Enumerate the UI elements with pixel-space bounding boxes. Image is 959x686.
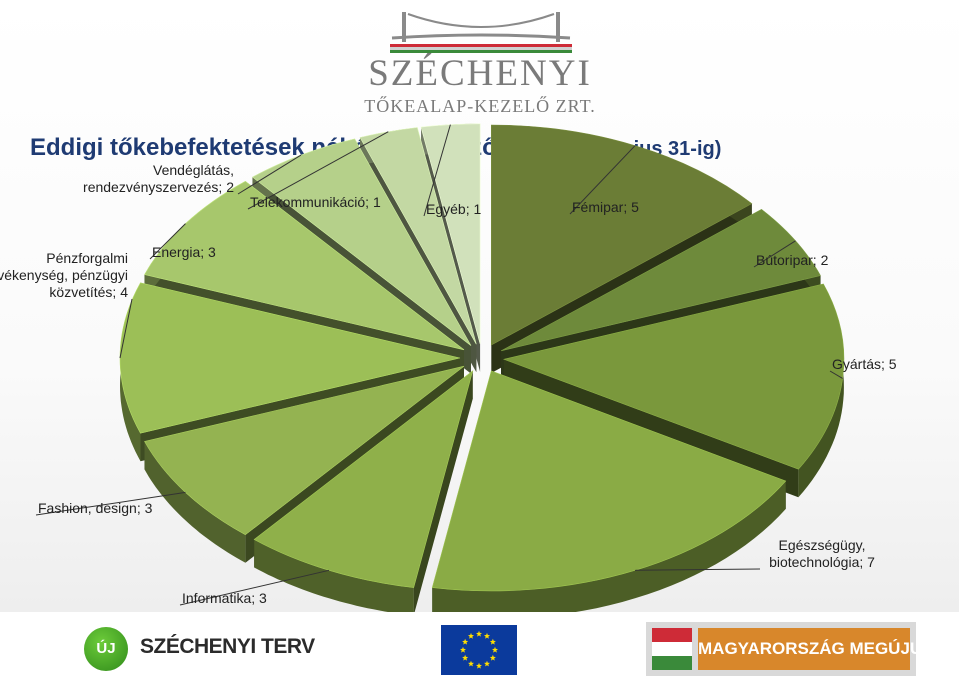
uj-badge: ÚJ [84,627,128,671]
leader-line [149,223,186,260]
pie-data-label: Egyéb; 1 [426,201,481,217]
eu-star-icon [492,646,498,653]
flag-stripe-red [652,628,692,642]
eu-star-icon [462,638,469,645]
pie-data-label: Pénzforgalmitevékenység, pénzügyiközvetí… [0,250,128,300]
pie-leader-lines [35,124,843,606]
hungarian-flag-icon [652,628,692,670]
pie-slice [253,370,474,612]
flag-stripe-white [652,642,692,656]
eu-stars [460,630,498,669]
footer-logos: ÚJ SZÉCHENYI TERV MAGYARORSZÁG MEGÚJUL [0,612,959,686]
pie-data-label: Bútoripar; 2 [756,252,829,268]
pie-slice-edge [413,370,473,612]
pie-slice-side [432,481,786,612]
pie-data-label: Informatika; 3 [182,590,267,606]
eu-flag-icon [441,625,517,675]
pie-data-label: Fashion, design; 3 [38,500,153,516]
magyarorszag-megujul-banner: MAGYARORSZÁG MEGÚJUL [646,622,933,676]
logo-subtitle: TŐKEALAP-KEZELŐ ZRT. [364,96,596,116]
pie-data-label: Energia; 3 [152,244,216,260]
leader-line [35,491,186,516]
pie-slice-top [502,283,845,470]
flag-stripe-green [652,656,692,670]
pie-slice-top [490,124,753,346]
eu-star-icon [462,654,469,661]
pie-slice-top [251,138,472,346]
pie-slice-top [431,370,787,592]
szechenyi-logo: SZÉCHENYI TŐKEALAP-KEZELŐ ZRT. [362,0,598,122]
pie-data-labels: Fémipar; 5 Bútoripar; 2 Gyártás; 5 Egészség… [0,162,897,606]
pie-chart: Fémipar; 5 Bútoripar; 2 Gyártás; 5 Egészség… [0,123,897,612]
eu-star-icon [476,662,482,669]
pie-slice-side [254,539,414,612]
leader-line [569,145,636,215]
pie-slices [119,123,845,612]
leader-line [247,131,389,210]
logo-name: SZÉCHENYI [368,53,592,94]
leader-line [237,154,302,195]
leader-line [753,240,796,268]
pie-data-label: Fémipar; 5 [572,199,639,215]
leader-line [634,568,761,571]
pie-data-label: Gyártás; 5 [832,356,897,372]
pie-data-label: Vendéglátás, rendezvényszervezés; 2 [83,162,234,195]
pie-slice-top [359,127,477,345]
leader-line [179,569,330,606]
eu-star-icon [468,660,474,667]
pie-slice [431,370,787,612]
eu-star-icon [484,632,490,639]
eu-star-icon [476,630,482,637]
leader-line [423,124,451,217]
banner-text: MAGYARORSZÁG MEGÚJUL [698,628,933,670]
eu-star-icon [460,646,466,653]
leader-line [829,370,843,379]
uj-szechenyi-terv-logo: ÚJ SZÉCHENYI TERV [84,621,315,681]
chain-bridge-icon [390,12,572,53]
uj-logo-text: SZÉCHENYI TERV [140,635,315,658]
eu-star-icon [468,632,474,639]
leader-line [119,298,133,359]
eu-star-icon [489,654,496,661]
pie-data-label: Egészségügy, biotechnológia; 7 [769,537,875,570]
pie-slice-top [253,370,474,588]
pie-slice-side [798,284,844,498]
eu-star-icon [489,638,496,645]
eu-star-icon [484,660,490,667]
pie-slice-side [144,441,246,563]
pie-data-label: Telekommunikáció; 1 [250,194,381,210]
